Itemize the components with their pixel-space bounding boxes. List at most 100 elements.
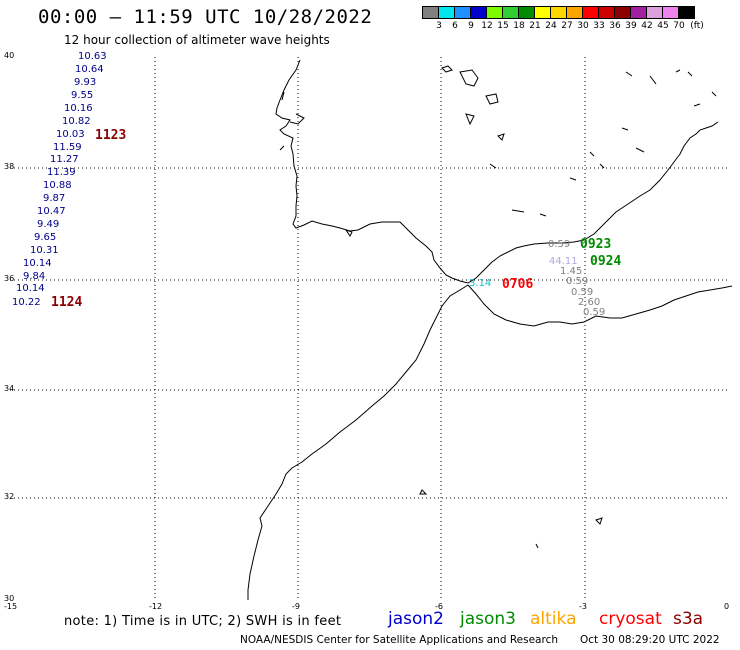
wave-height-value: 3.14 [469,278,492,289]
legend-unit: (ft) [690,21,704,31]
legend-label: 12 [481,21,493,31]
footer-note: note: 1) Time is in UTC; 2) SWH is in fe… [64,614,342,629]
coastline-balearic-1 [441,65,453,73]
coastline-island-5 [497,133,505,141]
wave-height-value: 1.45 [560,266,583,277]
coastline-island-14 [693,103,701,107]
longitude-label: -12 [149,602,163,611]
graticule [10,57,730,600]
legend-label: 33 [593,21,605,31]
coastline-island-16 [635,147,645,153]
coastline-island-10 [649,75,657,85]
coastline-island-4 [465,113,475,126]
longitude-label: -6 [435,602,443,611]
wave-height-value: 10.88 [43,180,72,191]
legend-label: 15 [497,21,509,31]
satellite-label-jason3: jason3 [460,609,516,629]
latitude-label: 40 [4,51,15,60]
generated-timestamp: Oct 30 08:29:20 UTC 2022 [580,634,720,646]
legend-label: 6 [452,21,458,31]
satellite-label-jason2: jason2 [388,609,444,629]
legend-label: 27 [561,21,573,31]
coastline-island-23 [344,229,353,237]
wave-height-value: 9.93 [74,77,97,88]
wave-height-value: 9.87 [43,193,66,204]
latitude-label: 36 [4,274,15,283]
coastline-island-8 [539,213,547,217]
wave-height-value: 10.14 [23,258,52,269]
legend-label: 21 [529,21,541,31]
coastline-galicia [281,91,285,101]
wave-height-value: 0.59 [548,239,571,250]
wave-height-value: 9.55 [71,90,94,101]
coastline-island-17 [589,151,595,157]
legend-label: 3 [436,21,442,31]
wave-height-value: 9.84 [23,271,46,282]
wave-height-value: 10.82 [62,116,91,127]
pass-time-label: 1123 [95,128,127,143]
wave-height-value: 10.47 [37,206,66,217]
legend-label: 70 [673,21,685,31]
legend-label: 36 [609,21,621,31]
coastline-island-13 [711,91,717,97]
coastline-island-11 [675,69,681,73]
map-subtitle: 12 hour collection of altimeter wave hei… [64,33,330,47]
wave-height-value: 10.03 [56,129,85,140]
legend-label: 42 [641,21,653,31]
coastline-island-15 [621,127,629,131]
satellite-label-cryosat: cryosat [599,609,662,629]
wave-height-value: 0.59 [566,276,589,287]
coastline [247,59,733,600]
satellite-label-s3a: s3a [673,609,704,629]
coastline-island-6 [489,163,497,169]
coastline-med-africa [467,284,733,327]
coastline-island-9 [625,71,633,77]
longitude-label: 0 [724,602,730,611]
wave-height-value: 10.14 [16,283,45,294]
wave-height-value: 0.59 [583,307,606,318]
legend-label: 9 [468,21,474,31]
wave-height-value: 9.49 [37,219,60,230]
legend-label: 39 [625,21,637,31]
coastline-island-20 [419,489,428,495]
coastline-island-12 [687,71,693,77]
wave-height-value: 0.59 [571,287,594,298]
coastline-balearic-2 [459,69,479,87]
coastline-island-22 [535,543,539,549]
wave-height-value: 10.22 [12,297,41,308]
latitude-label: 38 [4,162,15,171]
wave-height-value: 2.60 [578,297,601,308]
legend-swatch [678,6,695,19]
wave-height-value: 10.63 [78,51,107,62]
legend-label: 24 [545,21,557,31]
pass-time-label: 0706 [502,277,534,292]
coastline-tagus [289,113,305,125]
longitude-label: -3 [579,602,587,611]
coastline-portugal [275,59,719,284]
coastline-morocco [247,284,469,600]
coastline-island-18 [569,177,577,181]
wave-height-value: 10.16 [64,103,93,114]
wave-height-value: 11.27 [50,154,79,165]
coastline-island-24 [279,145,285,151]
legend-label: 30 [577,21,589,31]
latitude-label: 34 [4,384,15,393]
coastline-island-7 [511,209,525,213]
satellite-label-altika: altika [530,609,577,629]
coastline-balearic-3 [485,93,499,105]
map-title: 00:00 – 11:59 UTC 10/28/2022 [38,6,373,28]
credit-text: NOAA/NESDIS Center for Satellite Applica… [240,634,558,646]
latitude-label: 32 [4,492,15,501]
wave-height-value: 44.11 [549,256,578,267]
coastline-island-19 [599,163,605,169]
wave-height-value: 11.59 [53,142,82,153]
legend-label: 18 [513,21,525,31]
latitude-label: 30 [4,594,15,603]
wave-height-value: 9.65 [34,232,57,243]
coastline-island-21 [595,517,603,525]
pass-time-label: 1124 [51,295,83,310]
longitude-label: -15 [4,602,18,611]
wave-height-value: 10.31 [30,245,59,256]
pass-time-label: 0924 [590,254,622,269]
